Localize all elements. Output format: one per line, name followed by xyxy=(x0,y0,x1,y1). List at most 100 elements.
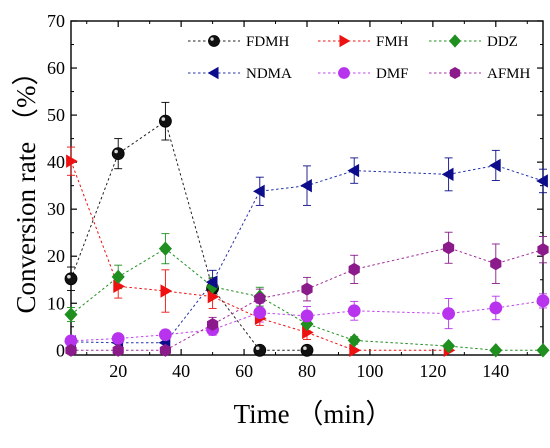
data-point-ddz xyxy=(64,307,78,322)
data-point-fdmh-highlight xyxy=(114,149,118,154)
legend-label-dmf: DMF xyxy=(376,66,409,82)
legend-entry-ndma: NDMA xyxy=(188,66,292,82)
data-point-ddz xyxy=(347,333,361,348)
series-line-afmh xyxy=(71,247,544,351)
legend-entry-dmf: DMF xyxy=(318,66,409,82)
y-axis-title: Conversion rate （%） xyxy=(11,59,41,314)
x-tick-label: 80 xyxy=(298,361,316,381)
data-point-ndma xyxy=(347,163,360,178)
data-point-fmh xyxy=(349,343,362,357)
data-point-ndma xyxy=(300,178,312,193)
legend-marker-afmh xyxy=(449,67,461,79)
data-point-dmf xyxy=(111,332,125,345)
series-line-ndma xyxy=(70,164,544,344)
legend-marker-ddz xyxy=(448,34,462,48)
data-point-fmh xyxy=(160,284,173,298)
x-tick-label: 140 xyxy=(482,361,509,381)
x-tick-label: 120 xyxy=(419,361,446,381)
data-point-fdmh xyxy=(111,147,125,161)
data-point-fmh xyxy=(113,279,126,294)
legend-label-fdmh: FDMH xyxy=(246,34,290,50)
legend-entry-fmh: FMH xyxy=(318,34,409,50)
data-point-dmf xyxy=(442,307,456,321)
series-lines-group xyxy=(70,120,544,351)
legend-marker-fmh xyxy=(339,34,351,48)
tick-group: 20 40 60 80 100 120 140 0 10 20 30 40 50 60 70 xyxy=(47,11,543,381)
data-point-ddz xyxy=(111,269,125,285)
data-point-fdmh-body xyxy=(111,147,125,161)
data-point-afmh xyxy=(207,317,219,331)
data-point-dmf xyxy=(347,304,361,318)
legend-marker-dmf xyxy=(338,67,350,79)
data-point-fdmh xyxy=(64,272,78,286)
data-point-dmf xyxy=(489,301,503,315)
data-point-fdmh-body xyxy=(64,272,78,286)
data-point-ndma xyxy=(205,275,218,289)
data-point-afmh xyxy=(254,292,266,306)
legend-label-fmh: FMH xyxy=(376,34,409,50)
data-point-afmh xyxy=(159,343,171,357)
legend-entry-ddz: DDZ xyxy=(429,34,518,50)
y-tick-label: 70 xyxy=(47,11,65,31)
data-point-fdmh-body xyxy=(158,114,172,128)
x-tick-label: 100 xyxy=(356,361,383,381)
data-point-dmf xyxy=(300,309,314,323)
x-tick-label: 40 xyxy=(172,361,190,381)
data-point-fmh xyxy=(207,289,220,304)
data-point-dmf xyxy=(536,294,550,308)
data-point-afmh xyxy=(112,343,124,357)
data-point-ddz xyxy=(536,343,550,358)
data-point-fdmh-highlight xyxy=(255,346,260,350)
data-point-fdmh-body xyxy=(253,343,267,357)
data-point-fdmh-highlight xyxy=(161,117,166,121)
y-tick-label: 30 xyxy=(47,199,65,219)
data-point-ddz xyxy=(300,316,314,332)
legend-entry-afmh: AFMH xyxy=(429,66,531,82)
data-point-fdmh-highlight xyxy=(67,274,71,279)
data-point-afmh xyxy=(65,343,77,357)
markers-group xyxy=(64,114,550,358)
data-point-fdmh xyxy=(300,343,314,357)
data-point-ndma xyxy=(488,158,501,173)
x-tick-label: 60 xyxy=(235,361,253,381)
x-tick-label: 20 xyxy=(109,361,127,381)
y-tick-label: 20 xyxy=(47,246,65,266)
data-point-ndma xyxy=(252,184,265,198)
data-point-afmh xyxy=(490,257,502,271)
legend-label-ddz: DDZ xyxy=(487,34,518,50)
data-point-afmh xyxy=(443,241,455,255)
y-tick-label: 50 xyxy=(47,105,65,125)
series-line-fdmh xyxy=(70,120,307,351)
data-point-afmh xyxy=(301,282,313,296)
legend-marker-fdmh-highlight xyxy=(210,37,214,41)
series-line-ddz xyxy=(70,248,543,351)
y-tick-label: 10 xyxy=(47,293,65,313)
series-line-dmf xyxy=(70,300,544,342)
y-tick-label: 40 xyxy=(47,152,65,172)
legend-label-afmh: AFMH xyxy=(487,66,531,82)
data-point-ddz xyxy=(489,343,503,358)
x-axis-title: Time （min） xyxy=(234,399,393,429)
data-point-fdmh-highlight xyxy=(303,346,307,350)
series-line-fmh xyxy=(70,161,449,351)
data-point-dmf xyxy=(253,306,267,320)
data-point-fdmh xyxy=(253,343,267,357)
legend: FDMH FMH DDZ NDMA DMF AFMH xyxy=(188,34,531,82)
data-point-fdmh xyxy=(158,114,172,128)
legend-label-ndma: NDMA xyxy=(246,66,292,82)
data-point-fmh xyxy=(66,154,78,168)
data-point-afmh xyxy=(348,262,360,276)
legend-entry-fdmh: FDMH xyxy=(188,34,290,50)
y-tick-label: 60 xyxy=(47,58,65,78)
data-point-ddz xyxy=(442,338,456,354)
data-point-ndma xyxy=(441,167,454,182)
data-point-afmh xyxy=(537,243,549,257)
data-point-dmf xyxy=(158,328,172,342)
legend-marker-fdmh-body xyxy=(208,35,220,47)
data-point-ndma xyxy=(536,174,548,188)
legend-marker-ndma xyxy=(207,66,219,80)
data-point-fdmh-body xyxy=(300,343,314,357)
y-tick-label: 0 xyxy=(56,340,65,360)
